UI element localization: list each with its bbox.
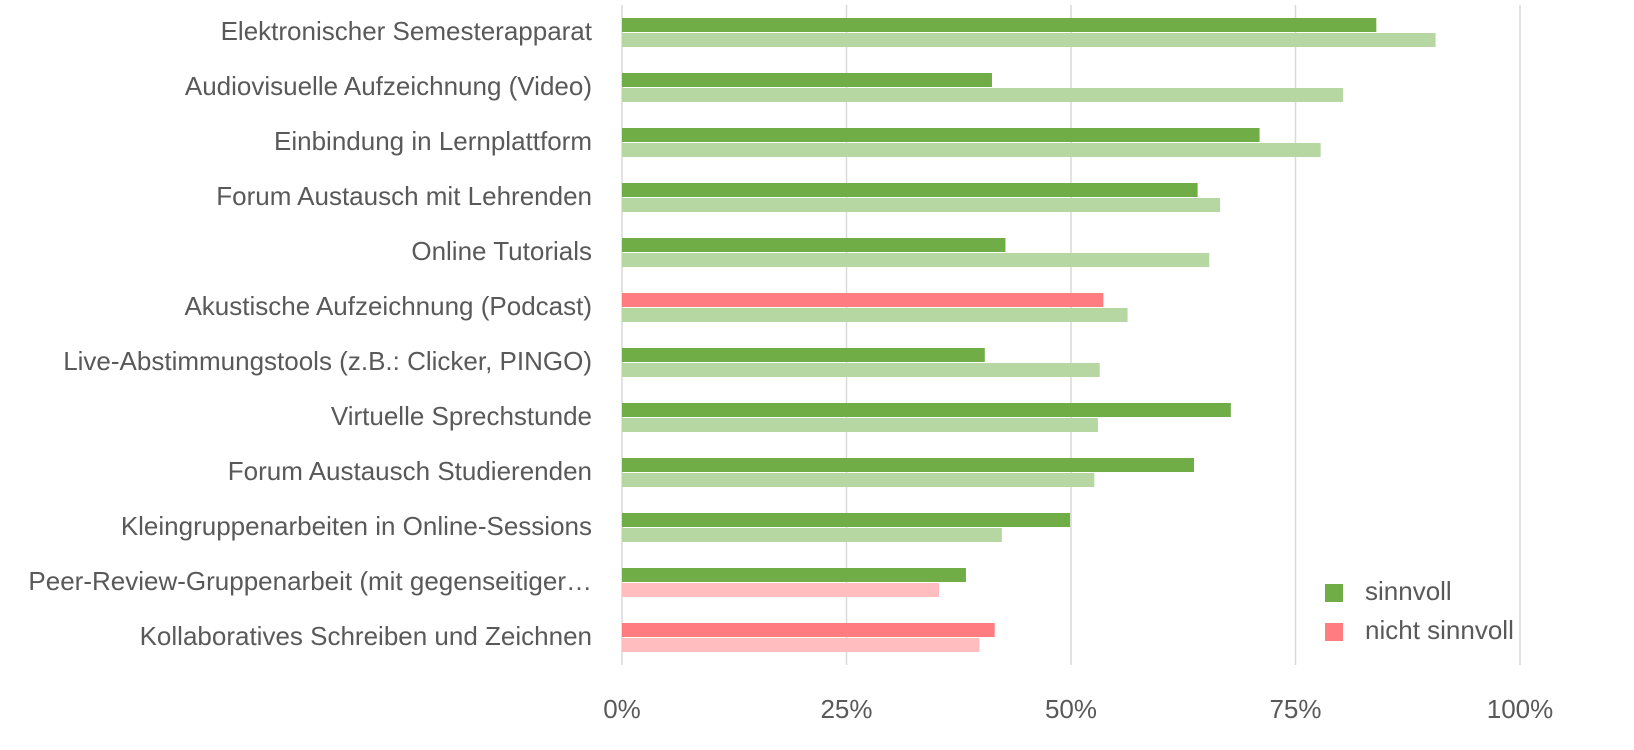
x-tick-label: 25% bbox=[820, 694, 872, 724]
bar bbox=[622, 18, 1377, 32]
y-tick-label: Akustische Aufzeichnung (Podcast) bbox=[184, 291, 592, 321]
bar bbox=[622, 363, 1100, 377]
x-tick-label: 100% bbox=[1487, 694, 1554, 724]
y-tick-label: Peer-Review-Gruppenarbeit (mit gegenseit… bbox=[28, 566, 592, 596]
y-tick-label: Forum Austausch mit Lehrenden bbox=[216, 181, 592, 211]
bar bbox=[622, 348, 985, 362]
x-tick-label: 50% bbox=[1045, 694, 1097, 724]
legend-label: sinnvoll bbox=[1365, 576, 1452, 606]
y-tick-label: Einbindung in Lernplattform bbox=[274, 126, 592, 156]
bar bbox=[622, 568, 966, 582]
y-tick-label: Elektronischer Semesterapparat bbox=[221, 16, 593, 46]
y-tick-label: Virtuelle Sprechstunde bbox=[331, 401, 592, 431]
y-tick-label: Audiovisuelle Aufzeichnung (Video) bbox=[185, 71, 592, 101]
legend-swatch bbox=[1325, 584, 1343, 602]
bar bbox=[622, 513, 1071, 527]
bar bbox=[622, 458, 1195, 472]
x-tick-label: 0% bbox=[603, 694, 641, 724]
bar bbox=[622, 583, 939, 597]
bar bbox=[622, 473, 1095, 487]
bar bbox=[622, 418, 1098, 432]
bar bbox=[622, 638, 980, 652]
y-tick-label: Kleingruppenarbeiten in Online-Sessions bbox=[121, 511, 592, 541]
bar bbox=[622, 403, 1231, 417]
bar bbox=[622, 293, 1104, 307]
bar bbox=[622, 33, 1436, 47]
y-tick-label: Online Tutorials bbox=[411, 236, 592, 266]
legend-label: nicht sinnvoll bbox=[1365, 615, 1514, 645]
x-tick-label: 75% bbox=[1269, 694, 1321, 724]
bar bbox=[622, 128, 1260, 142]
y-tick-label: Live-Abstimmungstools (z.B.: Clicker, PI… bbox=[63, 346, 592, 376]
bar bbox=[622, 198, 1221, 212]
y-tick-label: Forum Austausch Studierenden bbox=[228, 456, 592, 486]
y-tick-label: Kollaboratives Schreiben und Zeichnen bbox=[140, 621, 592, 651]
bar bbox=[622, 528, 1002, 542]
bar bbox=[622, 73, 992, 87]
bar bbox=[622, 308, 1128, 322]
bar bbox=[622, 253, 1210, 267]
legend-swatch bbox=[1325, 623, 1343, 641]
bar bbox=[622, 88, 1344, 102]
bar bbox=[622, 238, 1006, 252]
bar bbox=[622, 183, 1198, 197]
bar bbox=[622, 143, 1321, 157]
bar bbox=[622, 623, 995, 637]
